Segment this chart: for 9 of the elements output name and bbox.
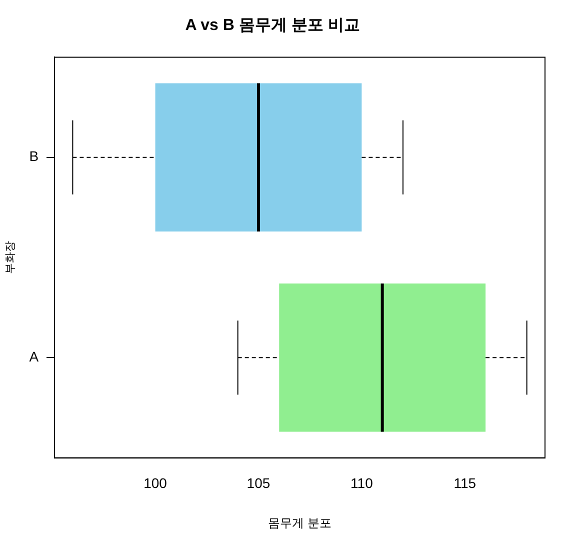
y-axis-title: 부화장: [4, 241, 17, 274]
y-tick-label: B: [29, 148, 39, 164]
x-tick-label: 105: [246, 475, 270, 492]
x-tick-label: 110: [350, 475, 374, 492]
chart-title: A vs B 몸무게 분포 비교: [185, 17, 360, 34]
x-axis-title: 몸무게 분포: [268, 516, 332, 530]
x-tick-label: 115: [454, 475, 476, 492]
x-tick-label: 100: [144, 475, 168, 492]
y-tick-label: A: [29, 348, 40, 365]
